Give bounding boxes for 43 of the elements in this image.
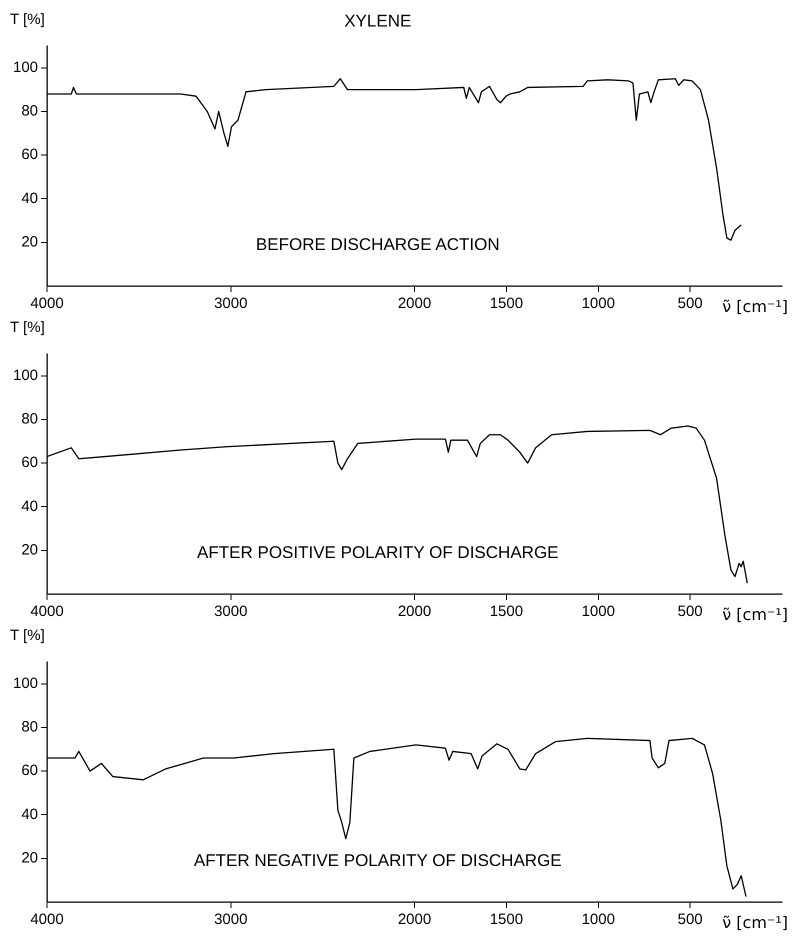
y-tick-label: 100 [12,366,38,384]
y-tick-label: 100 [12,674,38,692]
chart-title: XYLENE [344,12,412,31]
y-tick-label: 100 [12,58,38,76]
x-axis-title: ν̃ [cm⁻¹] [722,297,788,316]
x-tick-label: 2000 [398,911,432,928]
y-tick-label: 20 [21,234,38,251]
x-tick-label: 1000 [582,295,615,312]
y-tick-label: 20 [21,850,38,867]
y-tick-label: 40 [21,806,38,823]
annotation: AFTER NEGATIVE POLARITY OF DISCHARGE [194,850,562,870]
x-tick-label: 1500 [490,911,524,928]
y-tick-label: 20 [21,542,38,559]
x-tick-label: 3000 [214,603,248,620]
y-axis-title: T [%] [10,319,45,336]
x-tick-label: 4000 [30,911,64,928]
x-tick-label: 4000 [30,603,64,620]
y-tick-label: 80 [21,718,38,736]
x-axis-title: ν̃ [cm⁻¹] [722,913,788,932]
y-axis-title: T [%] [10,627,45,644]
annotation: AFTER POSITIVE POLARITY OF DISCHARGE [197,542,559,562]
x-axis-title: ν̃ [cm⁻¹] [722,605,788,624]
x-tick-label: 2000 [398,295,432,312]
x-tick-label: 500 [678,295,703,312]
y-tick-label: 60 [21,146,38,164]
y-axis-title: T [%] [10,11,45,28]
x-tick-label: 1500 [490,295,524,312]
y-tick-label: 80 [21,102,38,120]
y-tick-label: 80 [21,410,38,428]
x-tick-label: 3000 [214,911,248,928]
x-tick-label: 1000 [582,911,615,928]
y-tick-label: 40 [21,498,38,515]
x-tick-label: 4000 [30,295,64,312]
x-tick-label: 1500 [490,603,524,620]
x-tick-label: 500 [678,911,703,928]
x-tick-label: 1000 [582,603,615,620]
y-tick-label: 60 [21,454,38,472]
y-tick-label: 60 [21,762,38,780]
y-tick-label: 40 [21,190,38,207]
annotation: BEFORE DISCHARGE ACTION [256,234,500,254]
x-tick-label: 500 [678,603,703,620]
x-tick-label: 3000 [214,295,248,312]
x-tick-label: 2000 [398,603,432,620]
